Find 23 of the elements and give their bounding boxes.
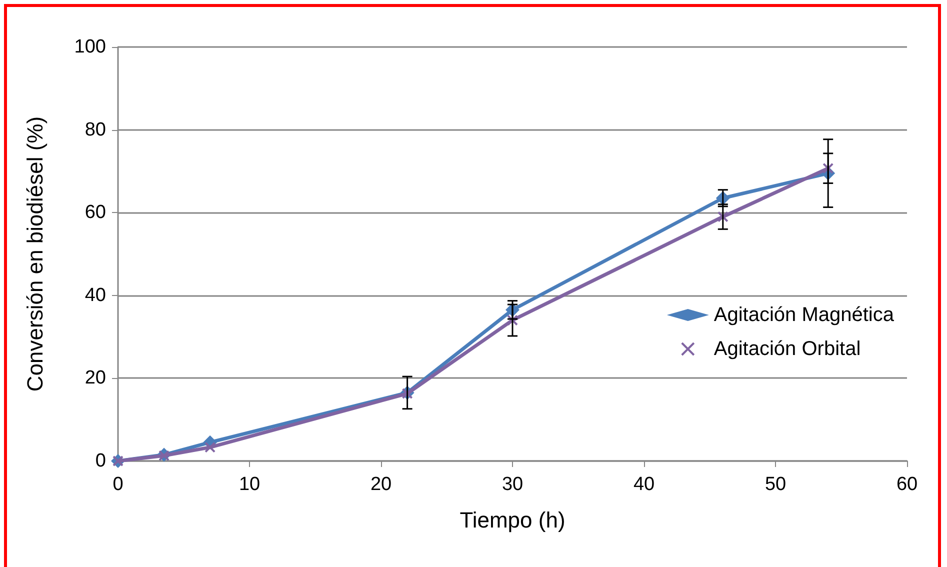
point [204,442,216,453]
point [717,211,728,222]
y-tick-label: 40 [84,284,106,306]
point [158,450,170,462]
legend-label: Agitación Orbital [714,338,861,360]
x-tick-label: 40 [633,474,655,495]
y-axis-title: Conversión en biodiésel (%) [22,116,48,392]
y-tick-label: 100 [74,36,106,58]
point [507,314,518,326]
x-tick-label: 50 [764,474,786,495]
x-tick-label: 20 [370,474,392,495]
y-tick-label: 0 [95,450,106,472]
point [402,388,413,400]
point [822,162,834,174]
legend-label: Agitación Magnética [714,304,895,326]
y-tick-label: 60 [84,202,106,224]
x-tick-label: 60 [896,474,918,495]
y-tick-label: 20 [84,368,106,389]
x-tick-label: 30 [502,474,524,495]
y-tick-label: 80 [84,119,106,140]
x-tick-label: 0 [112,474,124,495]
x-axis-title: Tiempo (h) [460,508,566,532]
x-tick-label: 10 [238,474,260,495]
